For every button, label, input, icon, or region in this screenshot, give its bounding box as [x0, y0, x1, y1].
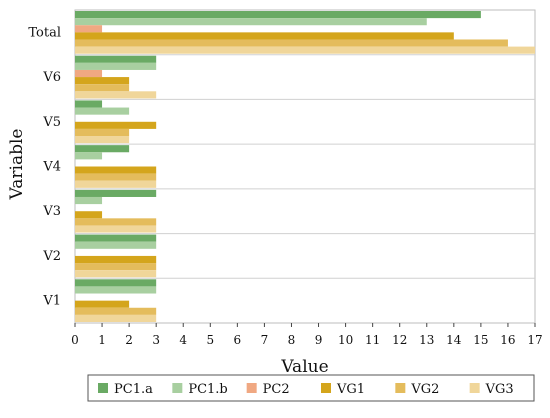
legend-swatch: [321, 383, 331, 393]
y-tick-label: V5: [42, 115, 61, 130]
legend-label: PC1.a: [114, 382, 153, 397]
bar-v1-vg3: [75, 314, 157, 322]
legend-swatch: [246, 383, 257, 393]
bar-v3-vg3: [75, 225, 157, 233]
x-tick-label: 16: [500, 333, 515, 347]
legend-swatch: [469, 383, 480, 393]
legend-label: VG1: [336, 382, 365, 397]
x-axis-title: Value: [280, 357, 328, 377]
bar-total-vg1: [75, 32, 454, 40]
x-tick-label: 8: [288, 333, 296, 347]
bar-v5-vg2: [75, 128, 130, 137]
bar-v4-pc1b: [75, 152, 103, 160]
bar-v4-vg3: [75, 180, 157, 188]
bar-v5-pc1a: [75, 100, 103, 108]
x-tick-label: 9: [315, 333, 323, 347]
bar-v3-vg2: [75, 218, 157, 226]
axis-labels: Value Variable: [7, 129, 329, 377]
bar-v3-pc1a: [75, 189, 157, 197]
bar-v1-pc1b: [75, 286, 157, 294]
legend-swatch: [98, 383, 108, 393]
bar-v6-pc1a: [75, 55, 157, 63]
bar-v3-vg1: [75, 211, 103, 219]
legend-label: PC2: [263, 382, 290, 397]
bar-v2-pc1a: [75, 234, 157, 242]
bar-v2-vg1: [75, 255, 157, 264]
legend: PC1.a PC1.b PC2 VG1 VG2 VG3: [87, 374, 535, 402]
x-tick-label: 14: [446, 333, 462, 347]
bar-v5-pc1b: [75, 107, 130, 115]
x-tick-label: 1: [98, 333, 106, 347]
y-tick-label: V2: [42, 249, 61, 264]
bar-v4-vg1: [75, 166, 157, 174]
bar-v4-pc1a: [75, 145, 130, 153]
y-axis-title: Variable: [7, 129, 27, 201]
x-tick-label: 13: [419, 333, 434, 347]
x-tick-label: 5: [206, 333, 214, 347]
x-tick-label: 17: [527, 333, 542, 347]
x-tick-label: 12: [392, 333, 407, 347]
bar-v4-vg2: [75, 173, 157, 181]
y-tick-label: V3: [42, 204, 61, 219]
bar-total-pc1b: [75, 18, 427, 26]
bar-v2-vg2: [75, 263, 157, 271]
bar-v6-vg2: [75, 84, 130, 92]
y-tick-label: V6: [42, 70, 61, 85]
x-tick-label: 2: [125, 333, 133, 347]
bar-v6-vg1: [75, 77, 130, 85]
bar-v1-vg2: [75, 307, 157, 315]
x-tick-label: 0: [71, 333, 79, 347]
bar-v6-vg3: [75, 91, 157, 99]
bar-total-pc2: [75, 25, 103, 33]
bar-v3-pc1b: [75, 196, 103, 205]
bar-v2-vg3: [75, 270, 157, 278]
bar-total-pc1a: [75, 11, 481, 19]
bar-v1-pc1a: [75, 279, 157, 287]
bar-v1-vg1: [75, 300, 130, 308]
x-tick-label: 4: [179, 333, 187, 347]
bar-v5-vg1: [75, 121, 157, 129]
legend-swatch: [172, 383, 183, 393]
x-tick-label: 6: [234, 333, 242, 347]
x-tick-label: 10: [338, 333, 353, 347]
bar-v6-pc1b: [75, 62, 157, 70]
legend-label: VG2: [410, 382, 439, 397]
y-tick-label: V1: [42, 294, 61, 309]
legend-swatch: [395, 383, 406, 393]
y-tick-label: Total: [28, 25, 61, 40]
bar-total-vg2: [75, 39, 508, 47]
x-tick-label: 3: [152, 333, 160, 347]
legend-box: [87, 374, 535, 402]
x-tick-label: 15: [473, 333, 488, 347]
x-tick-label: 11: [365, 333, 380, 347]
y-tick-label: V4: [42, 160, 61, 175]
bar-v6-pc2: [75, 69, 103, 78]
x-tick-label: 7: [261, 333, 269, 347]
bar-v5-vg3: [75, 136, 130, 144]
legend-label: VG3: [485, 382, 514, 397]
bar-v2-pc1b: [75, 241, 157, 249]
legend-label: PC1.b: [188, 382, 227, 397]
bar-total-vg3: [75, 46, 535, 54]
